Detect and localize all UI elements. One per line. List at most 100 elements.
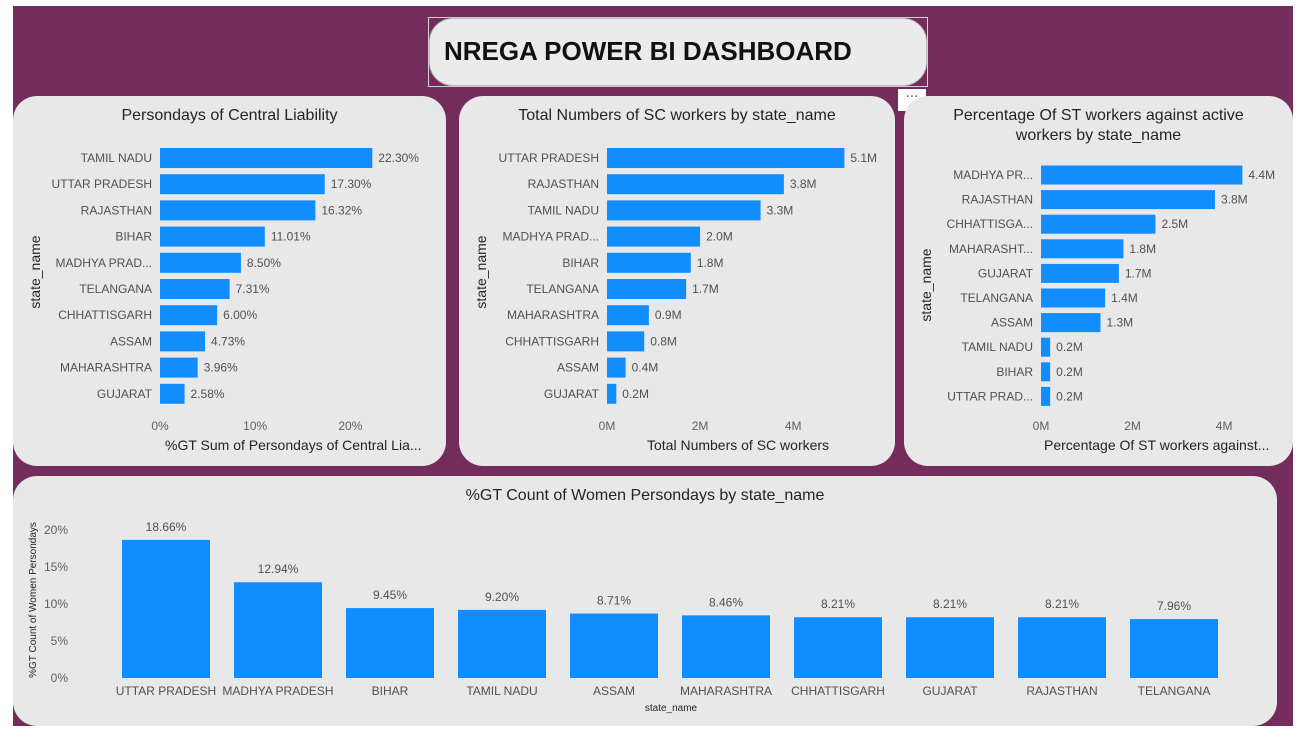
bar	[160, 279, 230, 299]
sc-workers-card[interactable]: Total Numbers of SC workers by state_nam…	[459, 96, 895, 466]
x-tick-label: 20%	[338, 419, 362, 433]
category-label: ASSAM	[557, 361, 599, 375]
bar	[1041, 337, 1051, 357]
category-label: GUJARAT	[978, 266, 1034, 280]
data-label: 9.20%	[485, 590, 519, 604]
bar	[607, 331, 645, 352]
bar	[122, 539, 210, 678]
data-label: 3.8M	[790, 177, 817, 191]
category-label: CHHATTISGARH	[505, 334, 599, 348]
category-label: TAMIL NADU	[528, 203, 599, 217]
bar	[682, 615, 770, 678]
data-label: 4.73%	[211, 334, 245, 348]
data-label: 17.30%	[331, 177, 372, 191]
category-label: BIHAR	[996, 365, 1033, 379]
bar	[607, 252, 691, 273]
category-label: RAJASTHAN	[81, 203, 152, 217]
st-chart-title: Percentage Of ST workers against active …	[953, 107, 1244, 144]
data-label: 3.8M	[1221, 193, 1248, 207]
central-chart-title: Persondays of Central Liability	[121, 107, 338, 124]
bar	[607, 226, 701, 247]
category-label: TELANGANA	[960, 291, 1033, 305]
y-tick-label: 10%	[44, 597, 68, 611]
bar	[160, 357, 198, 378]
bar	[607, 200, 761, 221]
bar	[794, 617, 882, 678]
women-chart-title: %GT Count of Women Persondays by state_n…	[465, 487, 825, 504]
category-label: RAJASTHAN	[962, 193, 1033, 207]
bar	[607, 279, 687, 299]
y-axis-title: state_name	[918, 248, 934, 321]
x-tick-label: 0M	[1033, 419, 1050, 433]
bar	[458, 609, 546, 678]
bar	[607, 305, 649, 326]
st-workers-chart: MADHYA PR... 4.4M RAJASTHAN 3.8M CHHATTISGA.…	[918, 165, 1275, 453]
category-label: CHHATTISGARH	[791, 684, 885, 698]
data-label: 18.66%	[146, 520, 187, 534]
x-tick-label: 4M	[785, 419, 802, 433]
data-label: 3.3M	[767, 203, 794, 217]
title-card[interactable]: NREGA POWER BI DASHBOARD	[429, 18, 927, 86]
bar	[1041, 214, 1156, 234]
bar	[160, 200, 316, 221]
x-tick-label: 0%	[151, 419, 169, 433]
data-label: 1.3M	[1107, 316, 1134, 330]
x-axis-title: Total Numbers of SC workers	[647, 437, 829, 453]
bar	[607, 357, 626, 378]
bar	[607, 148, 845, 168]
data-label: 8.50%	[247, 256, 281, 270]
data-label: 0.4M	[632, 361, 659, 375]
data-label: 11.01%	[271, 230, 311, 244]
category-label: MAHARASHT...	[949, 242, 1033, 256]
y-tick-label: 15%	[44, 560, 68, 574]
category-label: UTTAR PRAD...	[947, 389, 1033, 403]
bar	[160, 331, 206, 352]
data-label: 0.9M	[655, 308, 682, 322]
sc-chart-title: Total Numbers of SC workers by state_nam…	[518, 107, 836, 124]
women-persondays-card[interactable]: %GT Count of Women Persondays by state_n…	[13, 476, 1277, 726]
category-label: TELANGANA	[1138, 684, 1211, 698]
category-label: CHHATTISGA...	[947, 217, 1033, 231]
bar	[1041, 362, 1051, 382]
category-label: CHHATTISGARH	[58, 308, 152, 322]
bar	[1041, 190, 1215, 210]
women-persondays-chart: 0% 5% 10% 15% 20% 18.66% UTTAR PRADESH 12.94% MA…	[28, 520, 1218, 714]
bar	[1041, 313, 1101, 333]
category-label: MADHYA PRAD...	[503, 230, 599, 244]
st-workers-card[interactable]: Percentage Of ST workers against active …	[904, 96, 1293, 466]
bar	[906, 617, 994, 678]
category-label: MAHARASHTRA	[507, 308, 599, 322]
category-label: TELANGANA	[79, 282, 152, 296]
category-label: UTTAR PRADESH	[52, 177, 152, 191]
x-tick-label: 2M	[1124, 419, 1141, 433]
data-label: 1.7M	[692, 282, 719, 296]
central-liability-card[interactable]: Persondays of Central Liability TAMIL NA…	[13, 96, 446, 466]
y-axis-title: state_name	[473, 235, 489, 308]
data-label: 2.0M	[706, 230, 733, 244]
bar	[160, 174, 325, 195]
data-label: 1.8M	[1129, 242, 1156, 256]
category-label: BIHAR	[115, 230, 152, 244]
category-label: UTTAR PRADESH	[116, 684, 216, 698]
y-axis-title: state_name	[27, 235, 43, 308]
data-label: 1.4M	[1111, 291, 1138, 305]
category-label: UTTAR PRADESH	[499, 151, 599, 165]
data-label: 2.5M	[1161, 217, 1188, 231]
category-label: ASSAM	[991, 316, 1033, 330]
bar	[234, 582, 322, 678]
data-label: 3.96%	[204, 361, 238, 375]
bar	[160, 383, 185, 404]
data-label: 9.45%	[373, 588, 407, 602]
bar	[160, 252, 241, 273]
category-label: MADHYA PRAD...	[56, 256, 152, 270]
data-label: 1.7M	[1125, 266, 1152, 280]
data-label: 12.94%	[258, 562, 299, 576]
data-label: 0.8M	[650, 334, 677, 348]
category-label: BIHAR	[562, 256, 599, 270]
x-tick-label: 4M	[1216, 419, 1233, 433]
bar	[346, 608, 434, 678]
page-title: NREGA POWER BI DASHBOARD	[444, 36, 852, 66]
bar	[160, 148, 373, 168]
data-label: 8.21%	[933, 597, 967, 611]
x-axis-title: Percentage Of ST workers against...	[1044, 437, 1269, 453]
